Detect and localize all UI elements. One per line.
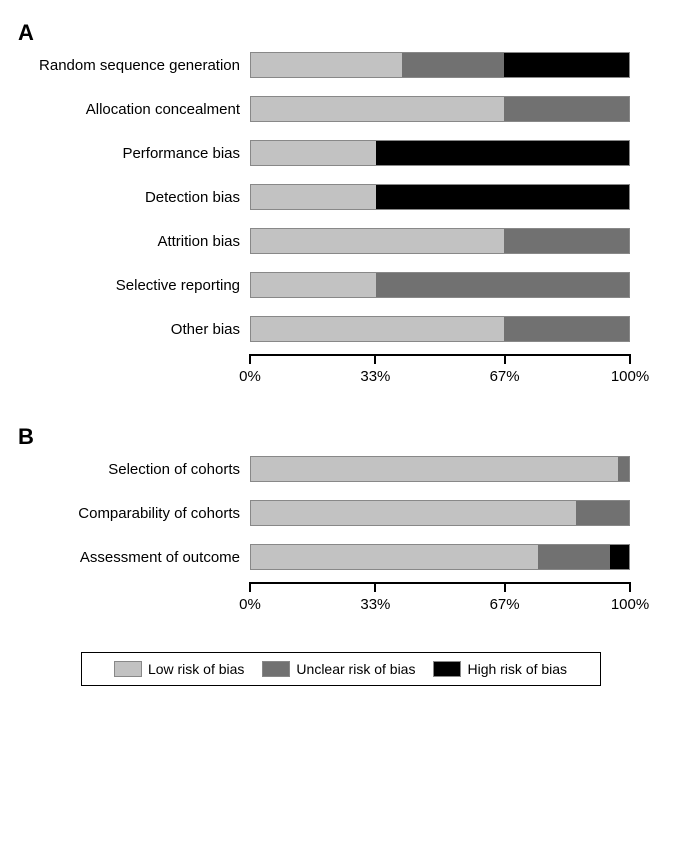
segment-low	[251, 97, 504, 121]
segment-unclear	[504, 317, 629, 341]
legend-swatch	[433, 661, 461, 677]
bar-row: Comparability of cohorts	[10, 500, 671, 526]
bar-row: Performance bias	[10, 140, 671, 166]
segment-high	[376, 141, 629, 165]
panel-a-rows: Random sequence generation Allocation con…	[10, 52, 671, 342]
axis-tick-label: 0%	[239, 368, 261, 385]
axis-tick-label: 100%	[611, 368, 649, 385]
axis-tick	[249, 582, 251, 592]
segment-unclear	[504, 97, 629, 121]
panel-b-rows: Selection of cohorts Comparability of coh…	[10, 456, 671, 570]
axis-tick	[629, 354, 631, 364]
axis-tick	[629, 582, 631, 592]
segment-unclear	[576, 501, 629, 525]
row-label: Detection bias	[10, 189, 250, 206]
stacked-bar	[250, 52, 630, 78]
axis-tick-label: 33%	[360, 368, 390, 385]
segment-low	[251, 273, 376, 297]
segment-low	[251, 501, 576, 525]
bar-row: Selection of cohorts	[10, 456, 671, 482]
panel-b-label: B	[18, 424, 671, 450]
legend-label: High risk of bias	[467, 661, 567, 677]
legend-swatch	[262, 661, 290, 677]
axis-tick-label: 67%	[490, 596, 520, 613]
stacked-bar	[250, 500, 630, 526]
segment-high	[376, 185, 629, 209]
row-label: Selective reporting	[10, 277, 250, 294]
segment-low	[251, 229, 504, 253]
legend-label: Low risk of bias	[148, 661, 244, 677]
row-label: Random sequence generation	[10, 57, 250, 74]
row-label: Performance bias	[10, 145, 250, 162]
row-label: Assessment of outcome	[10, 549, 250, 566]
stacked-bar	[250, 140, 630, 166]
legend-item-high: High risk of bias	[433, 661, 567, 677]
bar-row: Detection bias	[10, 184, 671, 210]
segment-low	[251, 141, 376, 165]
axis-tick-label: 100%	[611, 596, 649, 613]
panel-b-axis-wrap: 0% 33% 67% 100%	[10, 582, 671, 622]
axis-tick	[504, 354, 506, 364]
panel-a-label: A	[18, 20, 671, 46]
stacked-bar	[250, 272, 630, 298]
segment-unclear	[538, 545, 610, 569]
panel-b-axis: 0%33%67%100%	[250, 582, 630, 622]
axis-tick-label: 0%	[239, 596, 261, 613]
row-label: Other bias	[10, 321, 250, 338]
bar-row: Other bias	[10, 316, 671, 342]
segment-unclear	[504, 229, 629, 253]
panel-b: B Selection of cohorts Comparability of c…	[10, 424, 671, 622]
stacked-bar	[250, 456, 630, 482]
row-label: Comparability of cohorts	[10, 505, 250, 522]
segment-low	[251, 457, 618, 481]
stacked-bar	[250, 544, 630, 570]
row-label: Attrition bias	[10, 233, 250, 250]
stacked-bar	[250, 316, 630, 342]
stacked-bar	[250, 96, 630, 122]
segment-high	[504, 53, 629, 77]
axis-tick-label: 33%	[360, 596, 390, 613]
segment-low	[251, 185, 376, 209]
legend-swatch	[114, 661, 142, 677]
legend-label: Unclear risk of bias	[296, 661, 415, 677]
panel-a-axis-wrap: 0% 33% 67% 100%	[10, 354, 671, 394]
segment-unclear	[402, 53, 504, 77]
axis-tick	[374, 582, 376, 592]
row-label: Allocation concealment	[10, 101, 250, 118]
bar-row: Allocation concealment	[10, 96, 671, 122]
panel-a: A Random sequence generation Allocation c…	[10, 20, 671, 394]
stacked-bar	[250, 228, 630, 254]
segment-unclear	[618, 457, 629, 481]
bar-row: Selective reporting	[10, 272, 671, 298]
axis-tick	[374, 354, 376, 364]
legend-item-unclear: Unclear risk of bias	[262, 661, 415, 677]
axis-tick	[249, 354, 251, 364]
segment-low	[251, 545, 538, 569]
bar-row: Random sequence generation	[10, 52, 671, 78]
segment-high	[610, 545, 629, 569]
legend: Low risk of bias Unclear risk of bias High…	[81, 652, 601, 686]
segment-low	[251, 53, 402, 77]
segment-unclear	[376, 273, 629, 297]
bar-row: Attrition bias	[10, 228, 671, 254]
row-label: Selection of cohorts	[10, 461, 250, 478]
panel-a-axis: 0%33%67%100%	[250, 354, 630, 394]
bar-row: Assessment of outcome	[10, 544, 671, 570]
segment-low	[251, 317, 504, 341]
axis-tick-label: 67%	[490, 368, 520, 385]
legend-item-low: Low risk of bias	[114, 661, 244, 677]
axis-tick	[504, 582, 506, 592]
stacked-bar	[250, 184, 630, 210]
